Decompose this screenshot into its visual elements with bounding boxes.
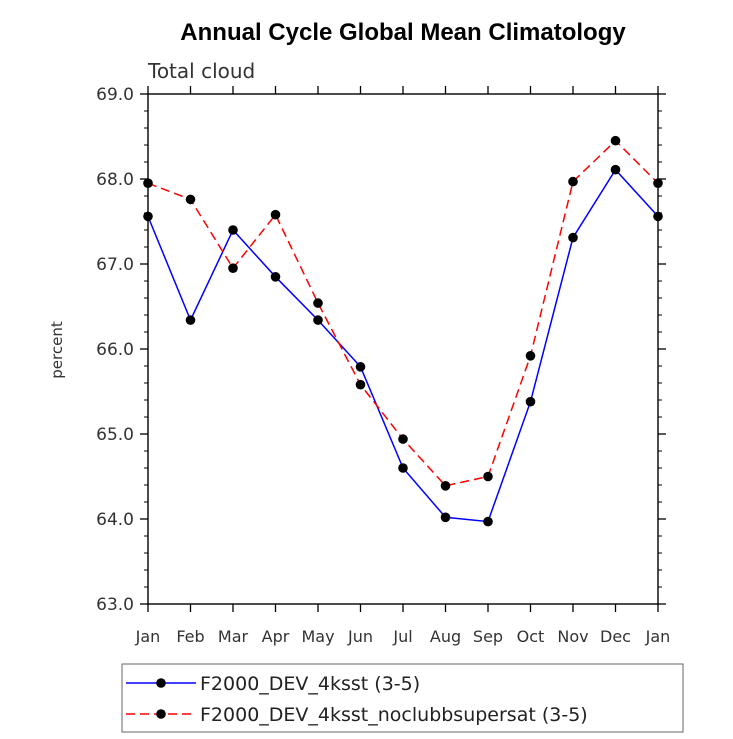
x-tick-label: May xyxy=(301,627,334,646)
data-point-series-2 xyxy=(653,178,663,188)
y-tick-label: 66.0 xyxy=(96,340,134,360)
data-point-series-2 xyxy=(525,351,536,361)
data-point-series-1 xyxy=(143,211,153,222)
y-tick-label: 65.0 xyxy=(96,425,134,445)
data-point-series-1 xyxy=(355,362,366,372)
x-tick-label: Mar xyxy=(218,627,249,646)
data-point-series-2 xyxy=(483,471,493,482)
legend-marker-series-2 xyxy=(156,709,166,719)
data-point-series-1 xyxy=(483,516,493,527)
x-tick-label: Aug xyxy=(430,627,461,646)
data-point-series-1 xyxy=(653,211,663,222)
x-tick-label: Jul xyxy=(392,627,412,646)
y-tick-label: 67.0 xyxy=(96,255,134,275)
legend-label-series-2: F2000_DEV_4ksst_noclubbsupersat (3-5) xyxy=(200,704,588,726)
x-tick-label: Feb xyxy=(176,627,204,646)
data-point-series-2 xyxy=(610,135,621,146)
data-point-series-1 xyxy=(228,225,238,235)
series-points xyxy=(143,135,663,527)
y-tick-label: 68.0 xyxy=(96,170,134,190)
x-tick-label: Jan xyxy=(135,627,161,646)
legend-label-series-1: F2000_DEV_4ksst (3-5) xyxy=(200,673,420,695)
data-point-series-1 xyxy=(270,272,281,282)
chart-subtitle: Total cloud xyxy=(147,59,255,83)
x-tick-label: Nov xyxy=(557,627,588,646)
x-tick-label: Dec xyxy=(600,627,631,646)
data-point-series-1 xyxy=(313,315,323,325)
chart-title: Annual Cycle Global Mean Climatology xyxy=(180,19,626,46)
y-tick-labels: 63.0 64.0 65.0 66.0 67.0 68.0 69.0 xyxy=(96,85,134,615)
x-tick-label: Apr xyxy=(262,627,290,646)
legend: F2000_DEV_4ksst (3-5) F2000_DEV_4ksst_no… xyxy=(121,663,684,733)
data-point-series-2 xyxy=(143,178,153,188)
data-point-series-2 xyxy=(228,263,238,274)
data-point-series-2 xyxy=(355,379,366,390)
data-point-series-2 xyxy=(440,481,451,491)
y-tick-label: 64.0 xyxy=(96,510,134,530)
data-point-series-2 xyxy=(398,434,408,444)
data-point-series-2 xyxy=(313,298,323,308)
legend-box xyxy=(121,663,684,733)
plot-frame xyxy=(147,93,659,605)
data-point-series-1 xyxy=(398,463,408,473)
data-point-series-2 xyxy=(185,194,196,205)
x-tick-label: Oct xyxy=(517,627,545,646)
legend-marker-series-1 xyxy=(156,678,166,688)
x-tick-label: Sep xyxy=(473,627,503,646)
data-point-series-1 xyxy=(610,164,621,175)
data-point-series-1 xyxy=(440,512,451,523)
y-tick-label: 69.0 xyxy=(96,85,134,105)
data-point-series-1 xyxy=(568,232,578,243)
series-line-2 xyxy=(147,139,659,487)
x-tick-label: Jan xyxy=(645,627,671,646)
axis-ticks xyxy=(140,86,666,612)
data-point-series-1 xyxy=(525,396,536,407)
data-point-series-2 xyxy=(270,209,281,220)
x-tick-labels: Jan Feb Mar Apr May Jun Jul Aug Sep Oct Nov Dec Jan xyxy=(135,627,671,646)
y-tick-label: 63.0 xyxy=(96,595,134,615)
data-point-series-1 xyxy=(185,315,196,325)
x-tick-label: Jun xyxy=(347,627,373,646)
y-axis-label: percent xyxy=(48,321,66,379)
data-point-series-2 xyxy=(568,176,578,187)
